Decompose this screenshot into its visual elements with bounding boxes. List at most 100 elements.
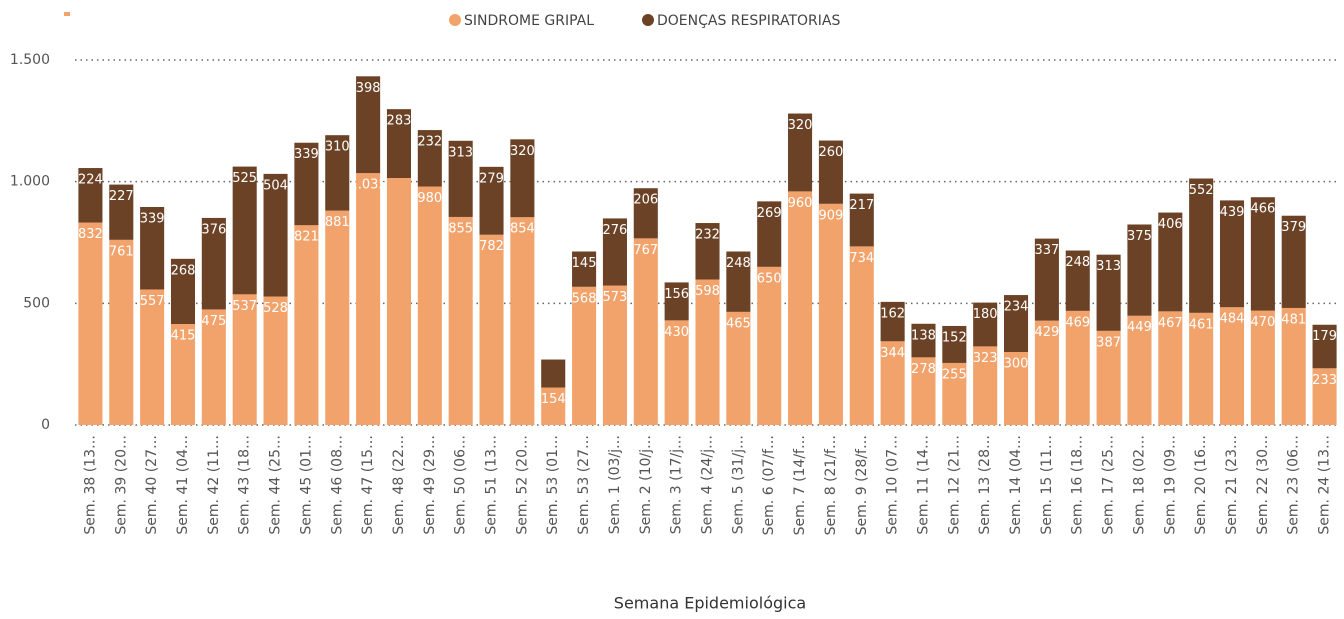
bar-segment	[1127, 315, 1152, 425]
legend-marker	[449, 14, 461, 26]
x-tick-label: Sem. 21 (23…	[1224, 435, 1240, 535]
x-tick-label: Sem. 38 (13…	[82, 435, 98, 535]
data-label: 525	[232, 171, 257, 186]
data-label: 233	[1312, 373, 1337, 388]
x-tick-label: Sem. 51 (13…	[484, 435, 500, 535]
data-label: 465	[726, 316, 751, 331]
bar-segment	[818, 203, 843, 425]
bar-segment	[1312, 368, 1337, 425]
bar-segment	[695, 223, 720, 280]
bar-segment	[232, 294, 257, 425]
x-tick-label: Sem. 12 (21…	[946, 435, 962, 535]
data-label: 387	[1096, 335, 1121, 350]
data-label: 1.035	[350, 178, 387, 193]
bar-segment	[109, 239, 134, 425]
x-tick-label: Sem. 49 (29…	[422, 435, 438, 535]
bar-segment	[695, 279, 720, 425]
data-label: 881	[325, 215, 350, 230]
data-label: 379	[1281, 220, 1306, 235]
bar-segment	[757, 266, 782, 425]
bar-segment	[417, 186, 442, 425]
data-label: 650	[757, 271, 782, 286]
data-label: 154	[541, 392, 566, 407]
bar-segment	[664, 320, 689, 425]
bar-segment	[263, 173, 288, 297]
data-label: 475	[201, 314, 226, 329]
bar-segment	[263, 296, 288, 425]
x-tick-label: Sem. 11 (14…	[915, 435, 931, 535]
bar-segment	[232, 166, 257, 295]
bar-segment	[1065, 310, 1090, 425]
bar-segment	[325, 210, 350, 425]
data-label: 568	[572, 291, 597, 306]
bar-segment	[788, 113, 813, 192]
bar-segment	[417, 130, 442, 187]
bar-segment	[1096, 330, 1121, 425]
bar-segment	[201, 309, 226, 425]
bar-segment	[1189, 312, 1214, 425]
x-tick-label: Sem. 47 (15…	[360, 435, 376, 535]
data-label: 528	[263, 301, 288, 316]
data-label: 406	[1158, 217, 1183, 232]
bar-segment	[633, 238, 658, 425]
data-label: 481	[1281, 312, 1306, 327]
data-label: 909	[819, 208, 844, 223]
x-tick-label: Sem. 50 (06…	[453, 435, 469, 535]
bar-segment	[1158, 311, 1183, 425]
legend-label: DOENÇAS RESPIRATORIAS	[657, 13, 840, 29]
bar-segment	[1127, 224, 1152, 316]
bar-segment	[757, 201, 782, 267]
decoration	[64, 12, 70, 16]
bar-segment	[294, 142, 319, 226]
data-label: 310	[325, 140, 350, 155]
data-label: 573	[603, 290, 628, 305]
x-tick-label: Sem. 48 (22…	[391, 435, 407, 535]
bar-segment	[78, 222, 103, 425]
bar-segment	[880, 341, 905, 425]
bar-segment	[170, 258, 196, 325]
x-tick-label: Sem. 6 (07/f…	[761, 435, 777, 535]
x-tick-label: Sem. 45 (01…	[298, 435, 314, 535]
bar-segment	[510, 139, 535, 218]
data-label: 782	[479, 239, 504, 254]
data-label: 206	[633, 193, 658, 208]
x-axis-title: Semana Epidemiológica	[614, 594, 806, 613]
bar-segment	[1250, 197, 1275, 311]
bar-segment	[140, 289, 165, 425]
data-label: 537	[232, 299, 257, 314]
x-tick-label: Sem. 19 (09…	[1162, 435, 1178, 535]
bar-segment	[633, 188, 658, 239]
data-label: 375	[1127, 229, 1152, 244]
bar-segment	[788, 191, 813, 425]
bar-segment	[1219, 307, 1245, 425]
data-label: 248	[726, 256, 751, 271]
data-label: 415	[171, 329, 196, 344]
x-tick-label: Sem. 40 (27…	[144, 435, 160, 535]
data-label: 179	[1312, 329, 1337, 344]
bar-segment	[1096, 254, 1121, 331]
bar-segment	[201, 217, 226, 310]
bar-segment	[1158, 212, 1183, 312]
x-tick-label: Sem. 4 (24/j…	[700, 435, 716, 534]
bar-segment	[1034, 320, 1059, 425]
bar-segment	[1281, 307, 1306, 425]
bar-segment	[911, 323, 936, 358]
data-label: 234	[1004, 300, 1029, 315]
data-label: 960	[788, 196, 813, 211]
data-label: 344	[880, 346, 905, 361]
data-label: 469	[1065, 315, 1090, 330]
data-label: 398	[356, 81, 381, 96]
data-label: 227	[109, 189, 134, 204]
bar-segment	[325, 135, 350, 211]
data-label: 268	[171, 263, 196, 278]
data-label: 467	[1158, 316, 1183, 331]
bar-segment	[479, 166, 504, 235]
data-label: 255	[942, 367, 967, 382]
data-label: 276	[603, 223, 628, 238]
data-label: 821	[294, 230, 319, 245]
data-label: 156	[664, 287, 689, 302]
data-label: 855	[448, 221, 473, 236]
bar-segment	[140, 206, 165, 290]
data-label: 761	[109, 244, 134, 259]
